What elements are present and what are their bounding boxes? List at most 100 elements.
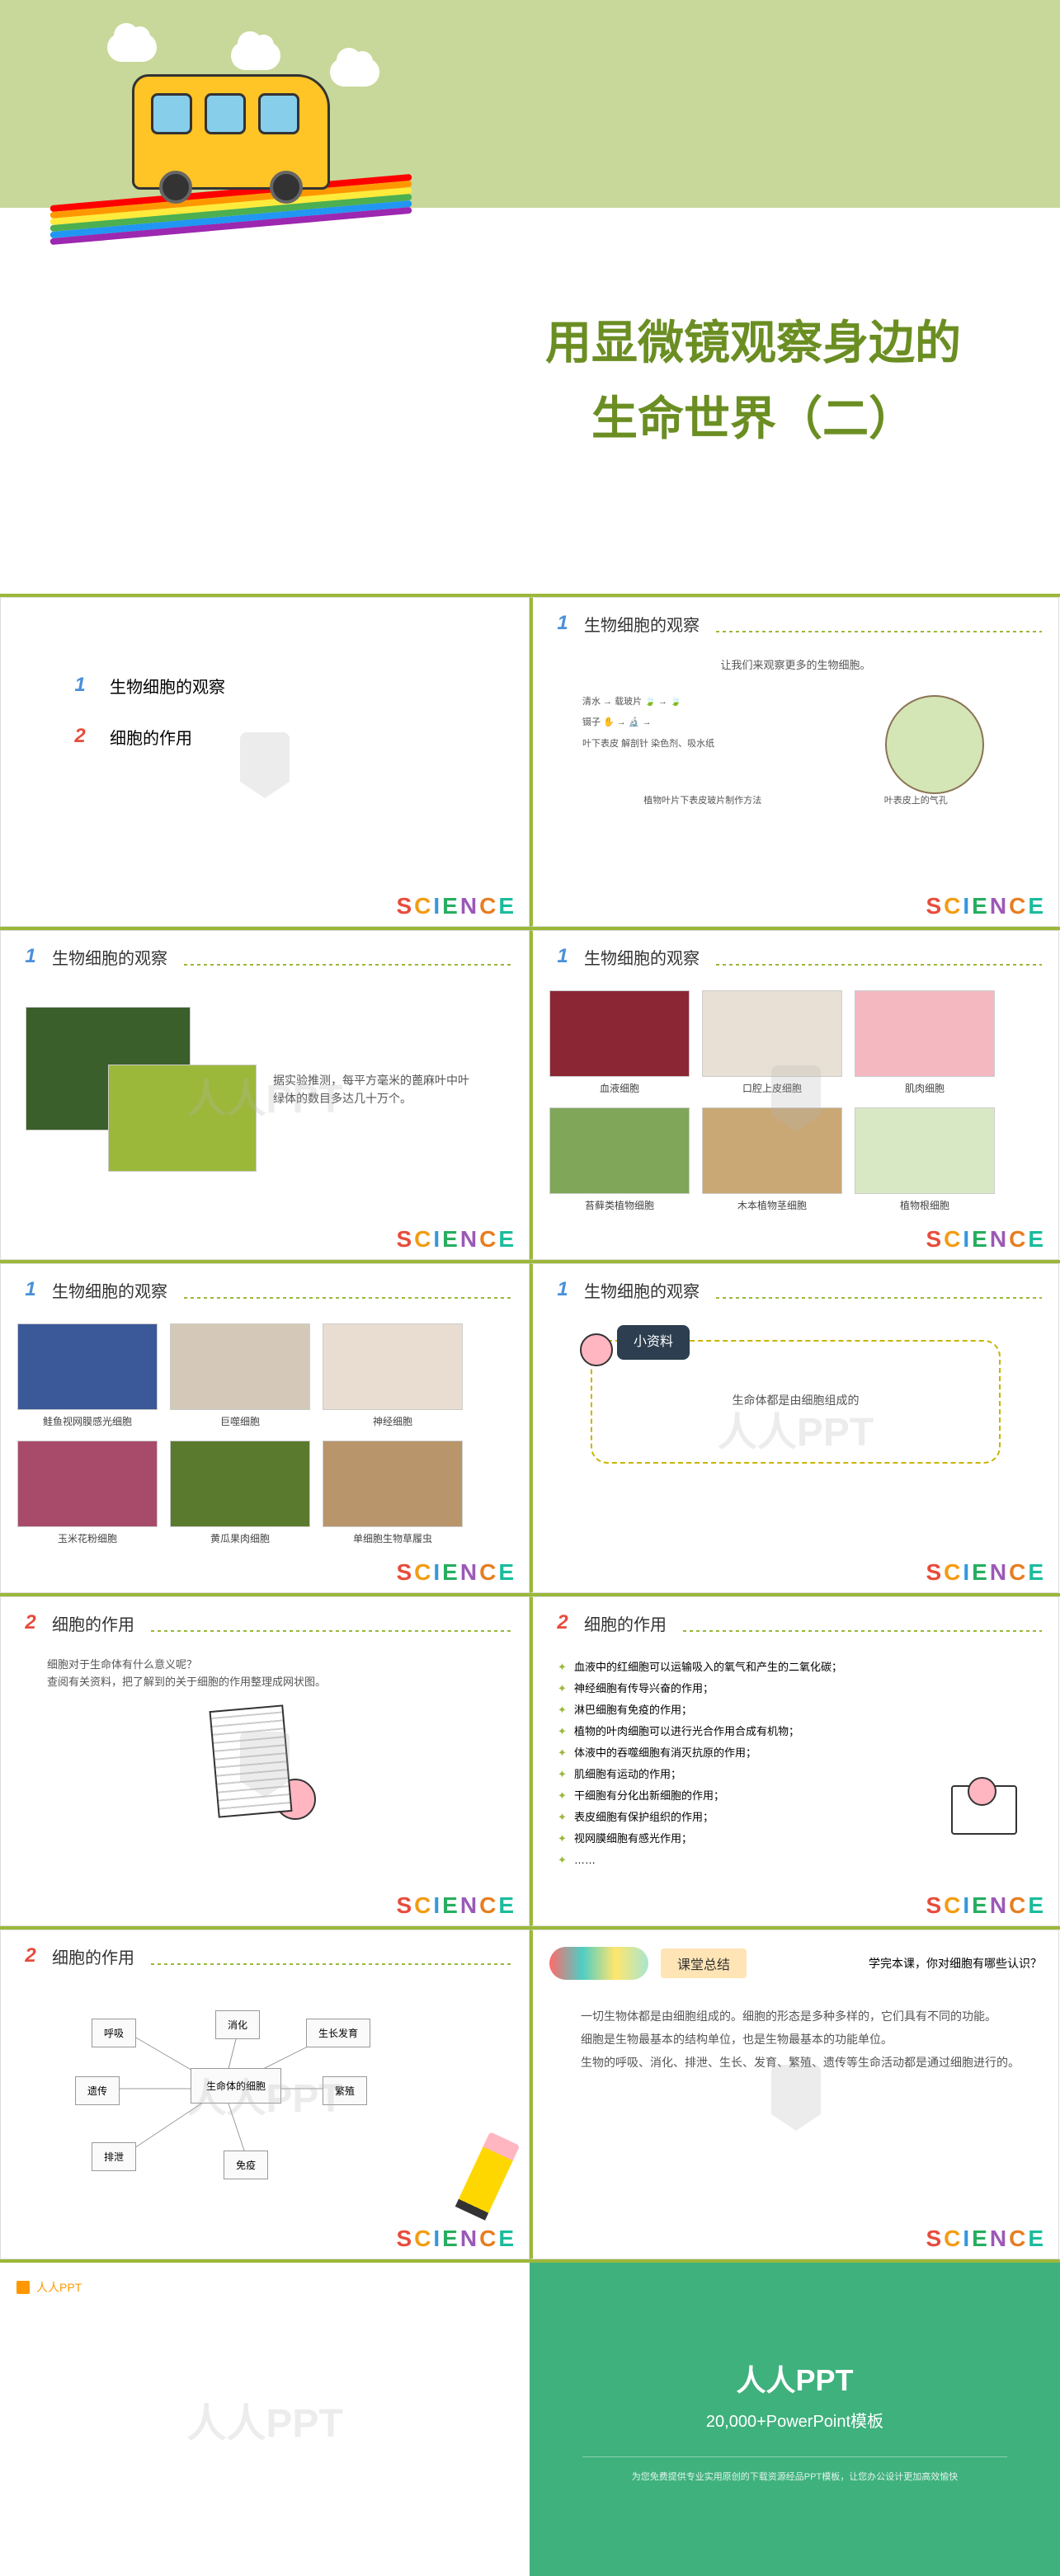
cell-caption: 血液细胞 — [549, 1081, 690, 1095]
cell-image — [17, 1441, 158, 1527]
cell-caption: 单细胞生物草履虫 — [323, 1531, 463, 1545]
text-1: 细胞对于生命体有什么意义呢？ — [26, 1657, 504, 1674]
bullet-item: 干细胞有分化出新细胞的作用； — [558, 1785, 855, 1807]
number-1-icon: 1 — [67, 672, 93, 698]
cell-image — [855, 1107, 995, 1194]
slide-9: 2 细胞的作用 呼吸 消化 生长发育 遗传 生命体的细胞 繁殖 排泄 免疫 — [0, 1930, 530, 2259]
node-heredity: 遗传 — [75, 2076, 120, 2105]
cell-image — [170, 1323, 310, 1410]
cell-grid: 鲑鱼视网膜感光细胞巨噬细胞神经细胞玉米花粉细胞黄瓜果肉细胞单细胞生物草履虫 — [1, 1315, 529, 1554]
summary-p3: 生物的呼吸、消化、排泄、生长、发育、繁殖、遗传等生命活动都是通过细胞进行的。 — [558, 2051, 1034, 2074]
slide-6: 1 生物细胞的观察 小资料 生命体都是由细胞组成的 人人PPT SCIENCE — [530, 1263, 1059, 1593]
cell-image — [702, 990, 842, 1077]
cell-item: 口腔上皮细胞 — [702, 990, 842, 1095]
bullet-item: 肌细胞有运动的作用； — [558, 1764, 855, 1785]
slide-title: 生物细胞的观察 — [584, 945, 700, 969]
node-digest: 消化 — [215, 2010, 260, 2039]
cell-caption: 神经细胞 — [323, 1414, 463, 1428]
cell-image — [855, 990, 995, 1077]
slide-title: 细胞的作用 — [52, 1611, 134, 1635]
sample-caption: 叶表皮上的气孔 — [884, 794, 948, 809]
node-immune: 免疫 — [224, 2151, 268, 2179]
number-2-icon: 2 — [17, 1610, 44, 1636]
number-1-icon: 1 — [17, 943, 44, 970]
logo-text: 人人PPT — [36, 2279, 82, 2296]
cell-caption: 鲑鱼视网膜感光细胞 — [17, 1414, 158, 1428]
bullet-item: 植物的叶肉细胞可以进行光合作用合成有机物； — [558, 1721, 855, 1742]
info-label: 小资料 — [617, 1325, 690, 1360]
slide-toc: 1 生物细胞的观察 2 细胞的作用 SCIENCE — [0, 597, 530, 927]
kids-icon — [549, 1947, 648, 1980]
banner-slide: 人人PPT 20,000+PowerPoint模板 为您免费提供专业实用原创的下… — [530, 2263, 1060, 2576]
number-1-icon: 1 — [549, 610, 576, 637]
cell-grid: 血液细胞口腔上皮细胞肌肉细胞苔藓类植物细胞木本植物茎细胞植物根细胞 — [533, 982, 1058, 1220]
method-diagram: 清水 → 载玻片 🍃 → 🍃 镊子 ✋ → 🔬 → 叶下表皮 解剖针 染色剂、吸… — [558, 687, 1034, 817]
cell-caption: 肌肉细胞 — [855, 1081, 995, 1095]
science-logo: SCIENCE — [396, 1559, 516, 1586]
science-logo: SCIENCE — [926, 2226, 1046, 2252]
science-logo: SCIENCE — [926, 1226, 1046, 1253]
cell-caption: 口腔上皮细胞 — [702, 1081, 842, 1095]
slide-title: 细胞的作用 — [52, 1944, 134, 1968]
number-2-icon: 2 — [67, 723, 93, 750]
cell-item: 鲑鱼视网膜感光细胞 — [17, 1323, 158, 1428]
cell-image — [323, 1441, 463, 1527]
cell-caption: 巨噬细胞 — [170, 1414, 310, 1428]
science-logo: SCIENCE — [396, 1226, 516, 1253]
slide-title: 细胞的作用 — [584, 1611, 667, 1635]
cell-item: 肌肉细胞 — [855, 990, 995, 1095]
cell-caption: 木本植物茎细胞 — [702, 1198, 842, 1212]
slide-title: 生物细胞的观察 — [52, 945, 167, 969]
cell-caption: 黄瓜果肉细胞 — [170, 1531, 310, 1545]
cell-item: 苔藓类植物细胞 — [549, 1107, 690, 1212]
toc-label-2: 细胞的作用 — [110, 725, 192, 749]
slide-subtitle: 让我们来观察更多的生物细胞。 — [558, 657, 1034, 675]
title-line-2: 生命世界（二） — [545, 382, 961, 449]
cell-caption: 苔藓类植物细胞 — [549, 1198, 690, 1212]
node-reproduce: 繁殖 — [323, 2076, 367, 2105]
bullet-item: 体液中的吞噬细胞有消灭抗原的作用； — [558, 1742, 855, 1764]
cell-item: 神经细胞 — [323, 1323, 463, 1428]
science-logo: SCIENCE — [926, 1892, 1046, 1919]
stomata-sample — [885, 695, 984, 794]
info-text: 生命体都是由细胞组成的 — [617, 1391, 974, 1409]
slide-3: 1 生物细胞的观察 据实验推测，每平方毫米的蓖麻叶中叶绿体的数目多达几十万个。 … — [0, 930, 530, 1260]
cell-item: 黄瓜果肉细胞 — [170, 1441, 310, 1545]
bullet-item: 表皮细胞有保护组织的作用； — [558, 1807, 855, 1828]
node-center: 生命体的细胞 — [191, 2068, 281, 2104]
cell-image — [702, 1107, 842, 1194]
bullet-list: 血液中的红细胞可以运输吸入的氧气和产生的二氧化碳；神经细胞有传导兴奋的作用；淋巴… — [533, 1648, 879, 1879]
slide-title: 生物细胞的观察 — [52, 1278, 167, 1302]
chloroplast-image — [108, 1065, 257, 1172]
banner-title: 人人PPT — [736, 2357, 853, 2400]
info-box: 小资料 生命体都是由细胞组成的 — [591, 1340, 1001, 1464]
science-logo: SCIENCE — [926, 1559, 1046, 1586]
number-1-icon: 1 — [549, 1276, 576, 1303]
cell-item: 单细胞生物草履虫 — [323, 1441, 463, 1545]
summary-question: 学完本课，你对细胞有哪些认识？ — [759, 1955, 1042, 1972]
science-logo: SCIENCE — [396, 1892, 516, 1919]
small-logo: 人人PPT — [0, 2263, 530, 2312]
node-breathe: 呼吸 — [92, 2019, 136, 2047]
number-1-icon: 1 — [549, 943, 576, 970]
bullet-item: 神经细胞有传导兴奋的作用； — [558, 1678, 855, 1699]
slide-7: 2 细胞的作用 细胞对于生命体有什么意义呢？ 查阅有关资料，把了解到的关于细胞的… — [0, 1596, 530, 1926]
cell-item: 植物根细胞 — [855, 1107, 995, 1212]
slide-10: 课堂总结 学完本课，你对细胞有哪些认识？ 一切生物体都是由细胞组成的。细胞的形态… — [530, 1930, 1059, 2259]
banner-logo-slide: 人人PPT 人人PPT — [0, 2263, 530, 2576]
summary-p2: 细胞是生物最基本的结构单位，也是生物最基本的功能单位。 — [558, 2028, 1034, 2051]
toc-item-2: 2 细胞的作用 — [67, 723, 463, 750]
toc-label-1: 生物细胞的观察 — [110, 674, 225, 698]
text-2: 查阅有关资料，把了解到的关于细胞的作用整理成网状图。 — [26, 1674, 504, 1691]
girl-icon — [580, 1333, 613, 1366]
method-caption: 植物叶片下表皮玻片制作方法 — [643, 794, 761, 809]
node-grow: 生长发育 — [306, 2019, 370, 2047]
cell-image — [549, 990, 690, 1077]
network-diagram: 呼吸 消化 生长发育 遗传 生命体的细胞 繁殖 排泄 免疫 — [1, 1981, 529, 2196]
summary-label: 课堂总结 — [661, 1948, 747, 1978]
bullet-item: 淋巴细胞有免疫的作用； — [558, 1699, 855, 1721]
number-2-icon: 2 — [549, 1610, 576, 1636]
slide-title: 生物细胞的观察 — [584, 612, 700, 636]
slide-5: 1 生物细胞的观察 鲑鱼视网膜感光细胞巨噬细胞神经细胞玉米花粉细胞黄瓜果肉细胞单… — [0, 1263, 530, 1593]
slide-text: 据实验推测，每平方毫米的蓖麻叶中叶绿体的数目多达几十万个。 — [273, 1071, 471, 1108]
